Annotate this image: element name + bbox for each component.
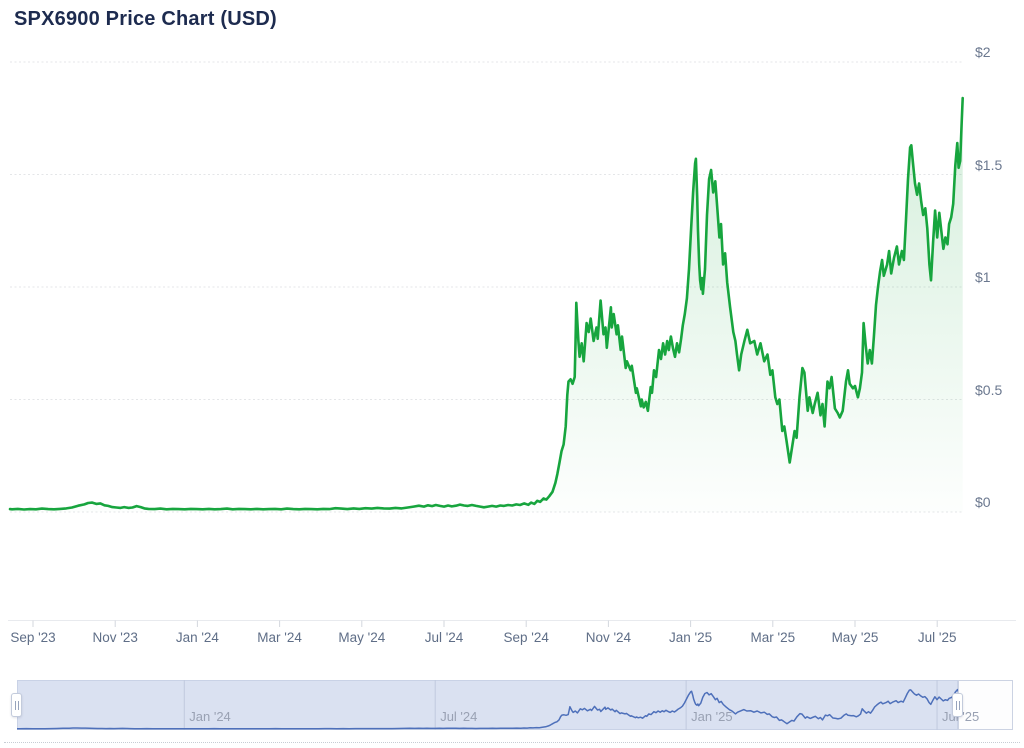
x-axis-label: Jul '25 xyxy=(917,630,957,645)
y-axis-label: $1.5 xyxy=(975,156,1003,173)
x-axis-label: Nov '24 xyxy=(585,630,632,645)
x-axis-label: Jul '24 xyxy=(424,630,464,645)
price-area-fill xyxy=(10,98,963,512)
navigator-mini-line xyxy=(17,688,958,730)
navigator-date-label: Jan '25 xyxy=(691,709,733,724)
x-axis-ticks xyxy=(32,620,938,627)
navigator-date-label: Jan '24 xyxy=(189,709,231,724)
navigator-date-label: Jul '24 xyxy=(440,709,478,724)
page-title: SPX6900 Price Chart (USD) xyxy=(14,8,277,30)
range-navigator[interactable]: Jan '24 Jul '24 Jan '25 Jul '25 xyxy=(11,680,1013,730)
x-axis-label: May '25 xyxy=(831,630,879,645)
x-axis-label: Mar '25 xyxy=(750,630,796,645)
y-axis-label: $0.5 xyxy=(975,381,1003,398)
y-axis-label: $2 xyxy=(975,44,991,60)
navigator-left-handle[interactable] xyxy=(11,693,22,717)
x-axis-label: Jan '25 xyxy=(669,630,713,645)
navigator-unselected-range[interactable] xyxy=(958,680,1013,730)
x-axis-label: Jan '24 xyxy=(175,630,219,645)
y-axis-label: $1 xyxy=(975,269,991,285)
x-axis-label: Sep '24 xyxy=(503,630,549,645)
x-axis-label: Nov '23 xyxy=(92,630,138,645)
navigator-selected-range[interactable] xyxy=(17,680,958,730)
price-chart-canvas[interactable] xyxy=(0,0,1024,670)
navigator-canvas xyxy=(17,680,958,730)
x-axis-label: Mar '24 xyxy=(257,630,302,645)
y-axis-label: $0 xyxy=(975,494,991,510)
navigator-gridlines xyxy=(183,680,938,730)
dotted-divider xyxy=(4,742,1020,743)
price-line xyxy=(8,96,964,511)
x-axis-label: Sep '23 xyxy=(10,630,56,645)
navigator-right-handle[interactable] xyxy=(952,693,963,717)
x-axis-label: May '24 xyxy=(338,630,386,645)
